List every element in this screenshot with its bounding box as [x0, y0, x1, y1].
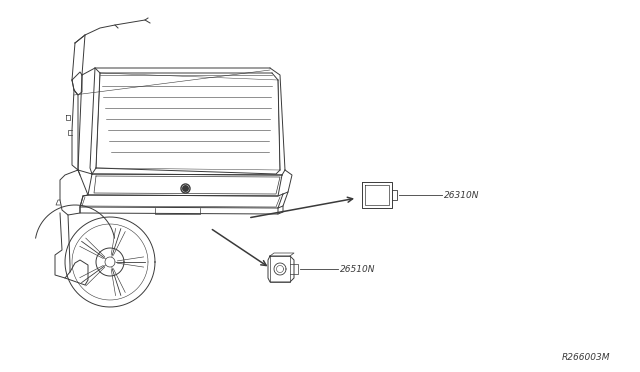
Text: R266003M: R266003M	[561, 353, 610, 362]
Text: 26310N: 26310N	[444, 190, 479, 199]
Text: 26510N: 26510N	[340, 264, 376, 273]
